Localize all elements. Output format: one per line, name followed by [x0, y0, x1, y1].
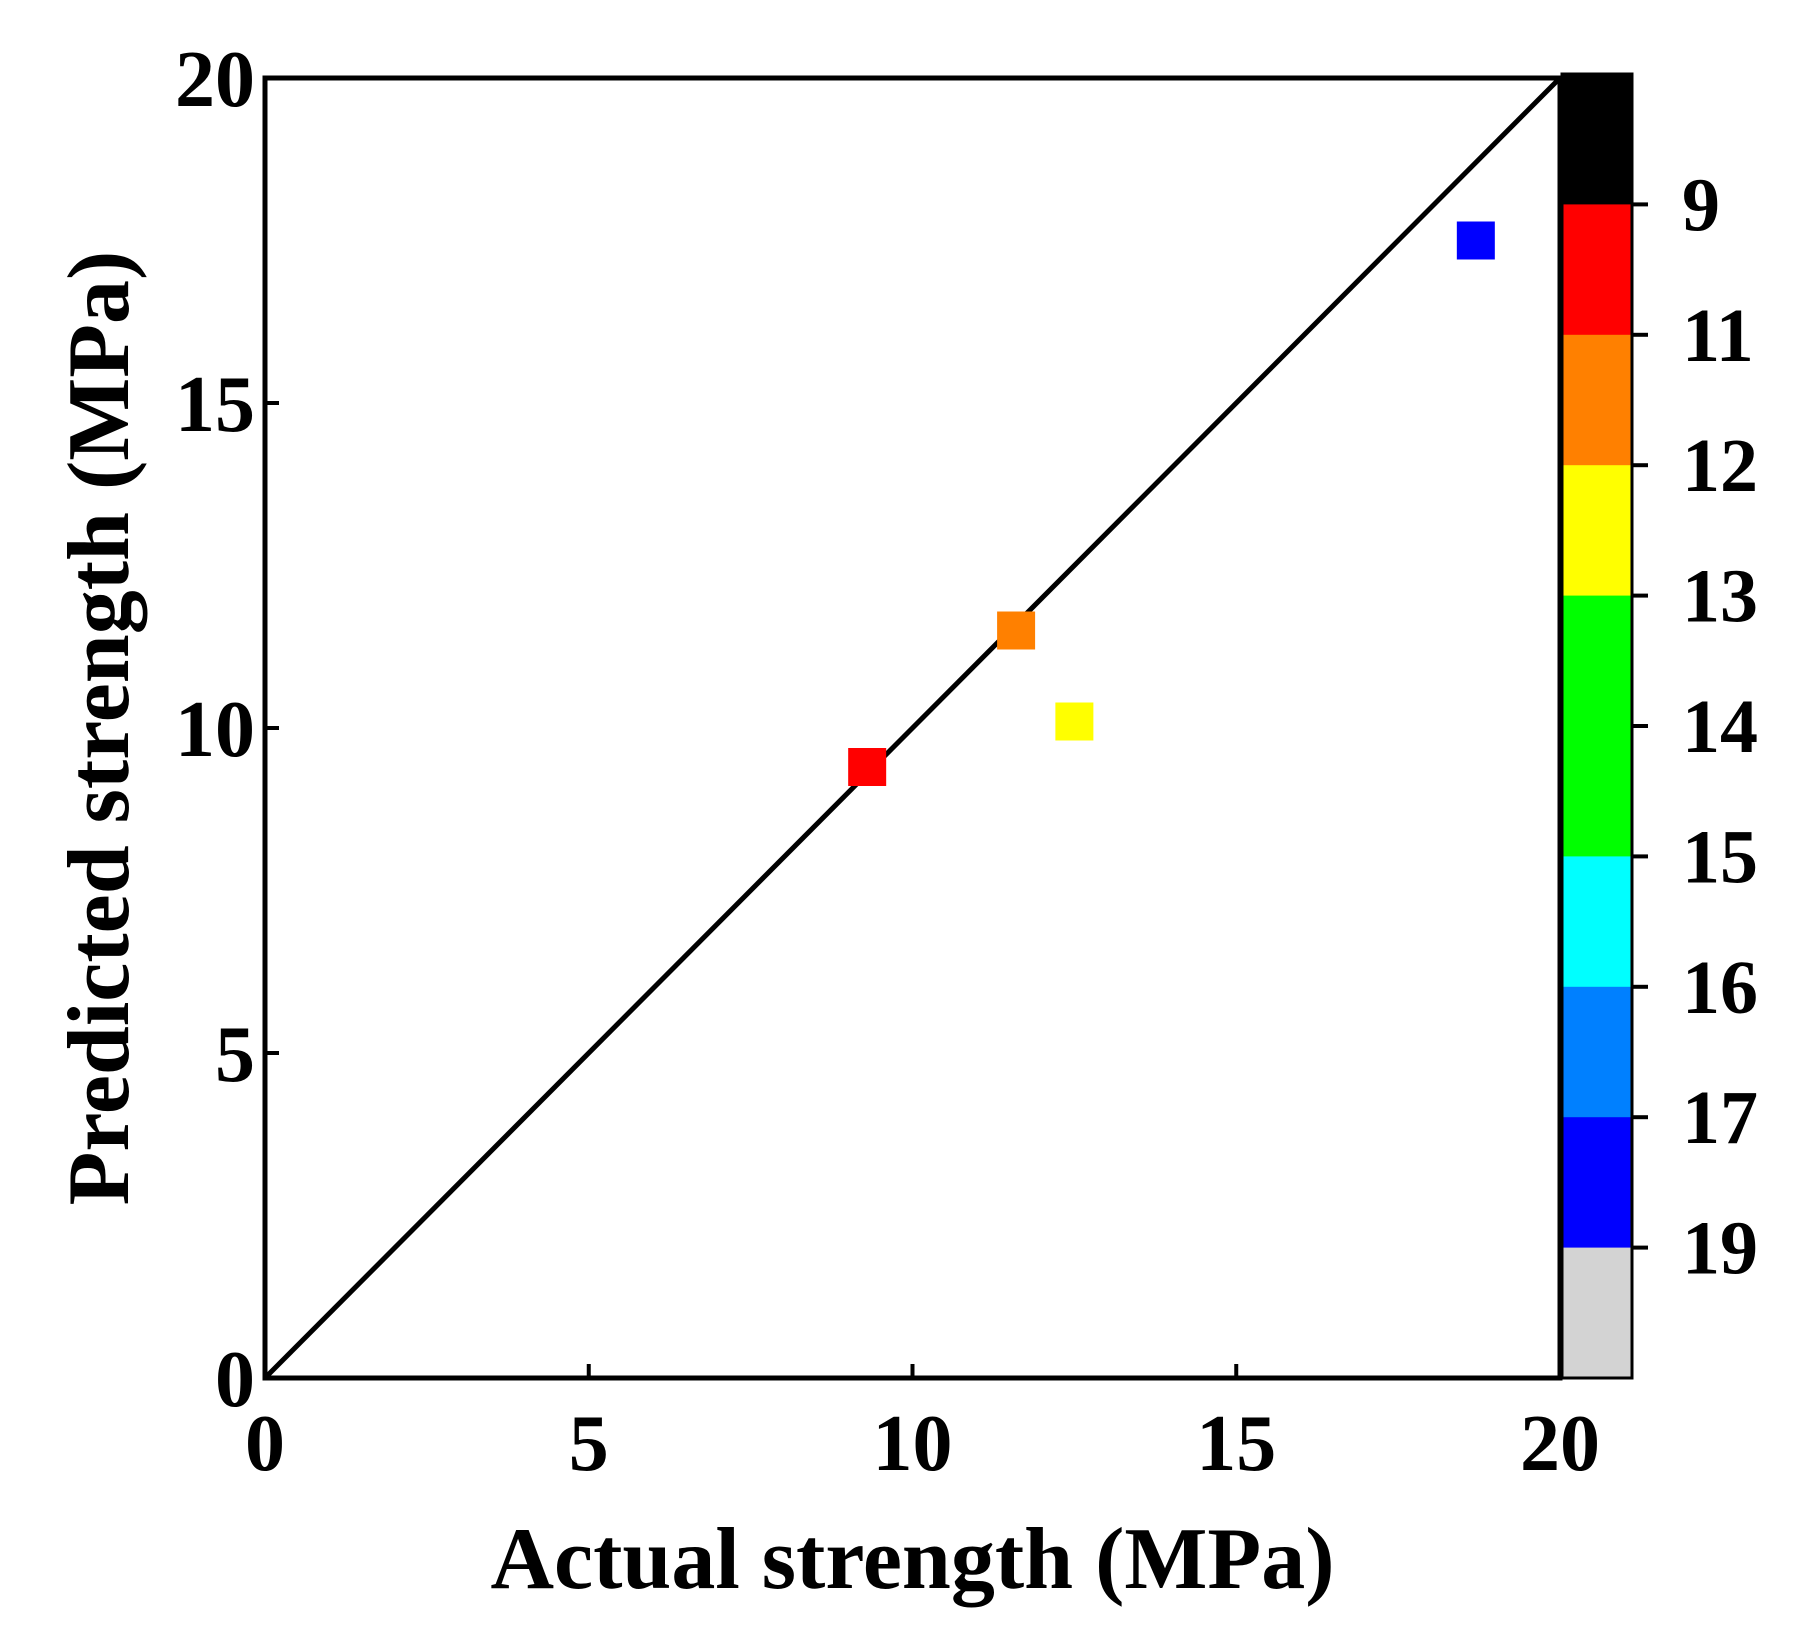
data-point-4: [1456, 221, 1495, 260]
colorbar-label-13: 13: [1682, 555, 1758, 639]
colorbar-label-14: 14: [1682, 685, 1758, 769]
colorbar-label-12: 12: [1682, 424, 1758, 508]
colorbar-segment-10: [1562, 1247, 1632, 1379]
colorbar-segment-1: [1562, 74, 1632, 205]
data-point-2: [997, 611, 1036, 650]
y-axis-ticks: 0 5 10 15 20: [175, 36, 279, 1424]
colorbar-segment-4: [1562, 465, 1632, 597]
y-axis-title: Predicted strength (MPa): [51, 251, 148, 1206]
y-tick-label-5: 5: [215, 1011, 255, 1099]
scatter-points: [848, 221, 1495, 786]
colorbar-segment-3: [1562, 334, 1632, 466]
x-tick-label-5: 5: [569, 1400, 609, 1488]
colorbar-segment-5: [1562, 595, 1632, 727]
colorbar-segment-8: [1562, 986, 1632, 1118]
colorbar: 9 11 12 13 14 15 16 17 19: [1560, 72, 1758, 1380]
y-tick-label-15: 15: [175, 361, 255, 449]
x-tick-label-0: 0: [245, 1400, 285, 1488]
colorbar-label-17: 17: [1682, 1076, 1758, 1160]
x-tick-label-10: 10: [873, 1400, 953, 1488]
colorbar-label-16: 16: [1682, 946, 1758, 1030]
colorbar-segment-9: [1562, 1117, 1632, 1249]
x-axis-ticks: 0 5 10 15 20: [245, 1364, 1600, 1488]
colorbar-label-19: 19: [1682, 1207, 1758, 1291]
colorbar-label-15: 15: [1682, 815, 1758, 899]
colorbar-label-11: 11: [1682, 294, 1754, 378]
colorbar-label-9: 9: [1682, 163, 1720, 247]
reference-diagonal-line: [263, 76, 1562, 1380]
y-tick-label-0: 0: [215, 1336, 255, 1424]
y-tick-label-20: 20: [175, 36, 255, 124]
data-point-1: [848, 748, 887, 786]
y-tick-label-10: 10: [175, 686, 255, 774]
data-point-3: [1055, 702, 1094, 741]
colorbar-segment-2: [1562, 204, 1632, 336]
colorbar-segment-7: [1562, 856, 1632, 988]
x-axis-title: Actual strength (MPa): [491, 1511, 1335, 1608]
x-tick-label-15: 15: [1196, 1400, 1276, 1488]
x-tick-label-20: 20: [1520, 1400, 1600, 1488]
colorbar-segment-6: [1562, 726, 1632, 857]
